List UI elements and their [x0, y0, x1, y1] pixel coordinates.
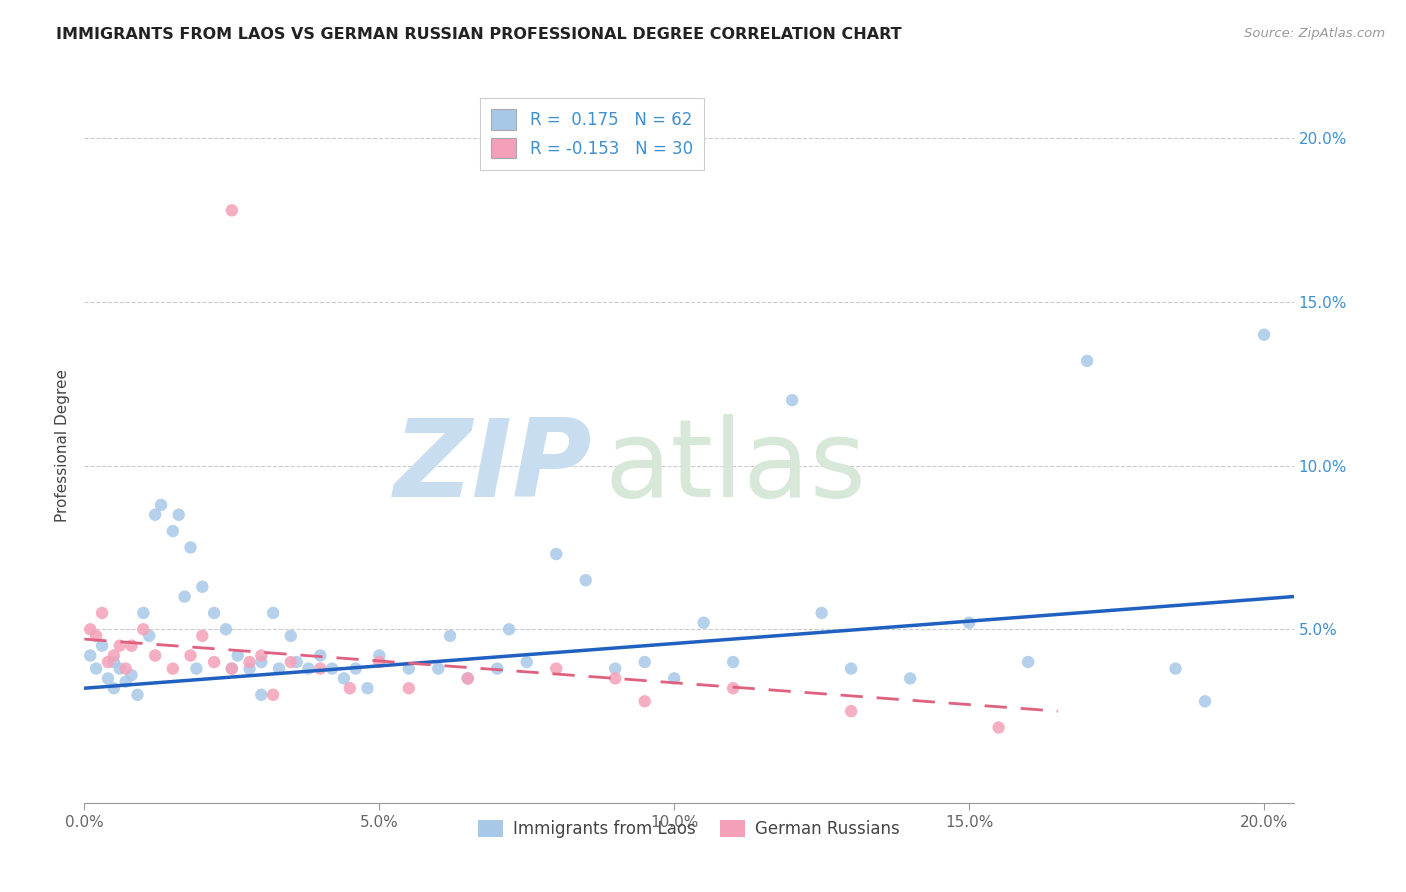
Point [191, 629, 214, 643]
Point [267, 662, 290, 676]
Text: ZIP: ZIP [394, 415, 592, 520]
Point [297, 662, 319, 676]
Point [167, 508, 190, 522]
Point [162, 524, 184, 538]
Point [186, 662, 208, 676]
Point [114, 662, 136, 676]
Point [498, 623, 520, 637]
Point [664, 672, 686, 686]
Point [91, 639, 114, 653]
Point [226, 648, 249, 663]
Point [321, 662, 343, 676]
Point [721, 681, 744, 696]
Point [221, 203, 243, 218]
Point [97, 672, 120, 686]
Point [262, 688, 284, 702]
Text: Source: ZipAtlas.com: Source: ZipAtlas.com [1244, 27, 1385, 40]
Point [516, 655, 538, 669]
Point [250, 655, 273, 669]
Point [238, 662, 260, 676]
Point [439, 629, 461, 643]
Point [486, 662, 509, 676]
Point [180, 541, 202, 555]
Point [339, 681, 361, 696]
Point [285, 655, 308, 669]
Legend: Immigrants from Laos, German Russians: Immigrants from Laos, German Russians [471, 813, 907, 845]
Point [84, 662, 107, 676]
Point [280, 629, 302, 643]
Point [221, 662, 243, 676]
Point [356, 681, 378, 696]
Point [79, 648, 101, 663]
Point [457, 672, 479, 686]
Point [221, 662, 243, 676]
Point [1164, 662, 1187, 676]
Point [121, 668, 143, 682]
Point [132, 606, 155, 620]
Point [238, 655, 260, 669]
Point [398, 662, 420, 676]
Point [957, 615, 980, 630]
Point [634, 655, 657, 669]
Point [1253, 327, 1275, 342]
Point [108, 639, 131, 653]
Point [605, 662, 627, 676]
Point [309, 662, 332, 676]
Text: atlas: atlas [605, 415, 866, 520]
Point [634, 694, 657, 708]
Point [309, 648, 332, 663]
Point [344, 662, 367, 676]
Point [427, 662, 450, 676]
Point [103, 681, 125, 696]
Point [780, 393, 803, 408]
Point [138, 629, 160, 643]
Point [692, 615, 714, 630]
Point [202, 655, 225, 669]
Point [457, 672, 479, 686]
Point [108, 662, 131, 676]
Point [97, 655, 120, 669]
Point [162, 662, 184, 676]
Point [546, 547, 568, 561]
Point [368, 648, 391, 663]
Point [79, 623, 101, 637]
Point [215, 623, 238, 637]
Point [398, 681, 420, 696]
Point [250, 688, 273, 702]
Point [575, 573, 598, 587]
Point [368, 655, 391, 669]
Point [91, 606, 114, 620]
Point [898, 672, 921, 686]
Point [839, 662, 862, 676]
Point [191, 580, 214, 594]
Point [103, 655, 125, 669]
Text: IMMIGRANTS FROM LAOS VS GERMAN RUSSIAN PROFESSIONAL DEGREE CORRELATION CHART: IMMIGRANTS FROM LAOS VS GERMAN RUSSIAN P… [56, 27, 901, 42]
Point [114, 674, 136, 689]
Point [84, 629, 107, 643]
Point [1194, 694, 1216, 708]
Point [1076, 354, 1098, 368]
Point [180, 648, 202, 663]
Point [103, 648, 125, 663]
Point [1017, 655, 1039, 669]
Point [121, 639, 143, 653]
Point [333, 672, 356, 686]
Point [546, 662, 568, 676]
Point [605, 672, 627, 686]
Point [173, 590, 195, 604]
Point [987, 721, 1010, 735]
Point [127, 688, 149, 702]
Point [150, 498, 173, 512]
Point [810, 606, 832, 620]
Point [262, 606, 284, 620]
Point [839, 704, 862, 718]
Point [202, 606, 225, 620]
Point [143, 648, 166, 663]
Y-axis label: Professional Degree: Professional Degree [55, 369, 70, 523]
Point [721, 655, 744, 669]
Point [143, 508, 166, 522]
Point [250, 648, 273, 663]
Point [132, 623, 155, 637]
Point [280, 655, 302, 669]
